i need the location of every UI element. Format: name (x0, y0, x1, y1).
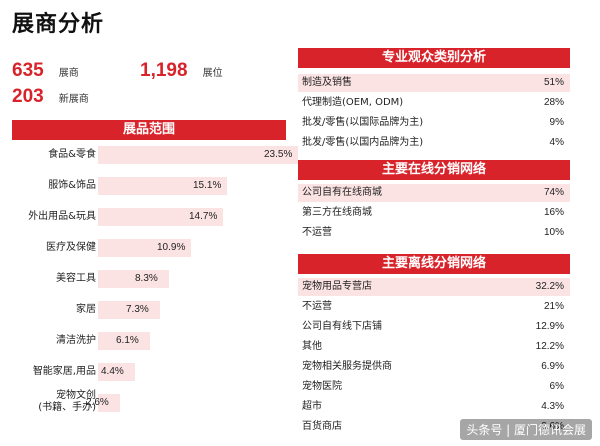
category-label: 外出用品&玩具 (28, 211, 96, 222)
row-value: 16% (543, 207, 564, 218)
stat-booths: 1,198 展位 (140, 60, 223, 82)
category-row: 医疗及保健 10.9% (14, 239, 286, 259)
row-value: 4.3% (541, 401, 564, 412)
category-label: 美容工具 (56, 273, 96, 284)
category-label: 清洁洗护 (56, 335, 96, 346)
category-value: 10.9% (157, 242, 186, 253)
category-value: 8.3% (135, 273, 158, 284)
category-bar (98, 301, 160, 319)
stat-label: 新展商 (58, 94, 89, 105)
table-row: 宠物医院 6% (298, 378, 570, 396)
row-label: 不运营 (302, 301, 332, 312)
category-row: 智能家居,用品 4.4% (14, 363, 286, 383)
category-label: 家居 (76, 304, 96, 315)
category-row: 家居 7.3% (14, 301, 286, 321)
page-title: 展商分析 (12, 12, 105, 37)
table-row: 代理制造(OEM, ODM) 28% (298, 94, 570, 112)
row-value: 4% (549, 137, 564, 148)
row-label: 不运营 (302, 227, 332, 238)
stat-label: 展商 (58, 68, 79, 79)
category-value: 14.7% (189, 211, 218, 222)
category-bar (98, 332, 150, 350)
row-value: 28% (543, 97, 564, 108)
table-row: 批发/零售(以国际品牌为主) 9% (298, 114, 570, 132)
row-value: 10% (543, 227, 564, 238)
category-label: 食品&零食 (48, 149, 96, 160)
table-row: 公司自有线下店铺 12.9% (298, 318, 570, 336)
categories-header: 展品范围 (12, 120, 286, 140)
category-label: 宠物文创 (书籍、手办) (38, 390, 96, 413)
row-value: 51% (543, 77, 564, 88)
row-label: 批发/零售(以国内品牌为主) (302, 137, 424, 148)
row-label: 其他 (302, 341, 322, 352)
row-value: 3.6% (541, 421, 564, 432)
category-bar (98, 146, 298, 164)
stat-exhibitors: 635 展商 (12, 60, 79, 82)
category-value: 15.1% (193, 180, 222, 191)
table-row: 公司自有在线商城 74% (298, 184, 570, 202)
category-row: 宠物文创 (书籍、手办) 2.6% (14, 390, 286, 414)
table-row: 超市 4.3% (298, 398, 570, 416)
stat-value: 635 (12, 60, 44, 81)
category-row: 美容工具 8.3% (14, 270, 286, 290)
row-value: 6.9% (541, 361, 564, 372)
category-bar (98, 239, 191, 257)
category-row: 食品&零食 23.5% (14, 146, 298, 166)
category-row: 清洁洗护 6.1% (14, 332, 286, 352)
category-value: 6.1% (116, 335, 139, 346)
row-label: 代理制造(OEM, ODM) (302, 97, 404, 108)
table-row: 宠物相关服务提供商 6.9% (298, 358, 570, 376)
row-label: 第三方在线商城 (302, 207, 372, 218)
category-bar (98, 270, 169, 288)
row-value: 12.9% (535, 321, 564, 332)
row-label: 批发/零售(以国际品牌为主) (302, 117, 424, 128)
row-label: 公司自有线下店铺 (302, 321, 382, 332)
table-row: 不运营 21% (298, 298, 570, 316)
table-row: 宠物用品专营店 32.2% (298, 278, 570, 296)
table-row: 第三方在线商城 16% (298, 204, 570, 222)
row-label: 宠物医院 (302, 381, 342, 392)
table-row: 制造及销售 51% (298, 74, 570, 92)
category-value: 7.3% (126, 304, 149, 315)
row-value: 12.2% (535, 341, 564, 352)
stat-new-exhibitors: 203 新展商 (12, 86, 89, 108)
watermark: 头条号 | 厦门德讯会展 (460, 419, 592, 440)
stat-label: 展位 (202, 68, 223, 79)
visitor-types-header: 专业观众类别分析 (298, 48, 570, 68)
category-value: 4.4% (101, 366, 124, 377)
category-bar (98, 363, 135, 381)
category-bar (98, 394, 120, 412)
row-label: 制造及销售 (302, 77, 352, 88)
category-row: 外出用品&玩具 14.7% (14, 208, 286, 228)
row-value: 74% (543, 187, 564, 198)
table-row: 百货商店 3.6% (298, 418, 570, 436)
category-value: 23.5% (264, 149, 293, 160)
category-label: 医疗及保健 (46, 242, 96, 253)
category-label: 智能家居,用品 (32, 366, 96, 377)
table-row: 不运营 10% (298, 224, 570, 242)
row-label: 宠物相关服务提供商 (302, 361, 392, 372)
row-value: 21% (543, 301, 564, 312)
category-value: 2.6% (86, 397, 109, 408)
row-value: 6% (549, 381, 564, 392)
category-label: 服饰&饰品 (48, 180, 96, 191)
stat-value: 203 (12, 86, 44, 107)
row-value: 32.2% (535, 281, 564, 292)
category-bar (98, 208, 223, 226)
row-value: 9% (549, 117, 564, 128)
table-row: 批发/零售(以国内品牌为主) 4% (298, 134, 570, 152)
row-label: 超市 (302, 401, 322, 412)
row-label: 百货商店 (302, 421, 342, 432)
stat-value: 1,198 (140, 60, 188, 81)
online-network-header: 主要在线分销网络 (298, 160, 570, 180)
row-label: 宠物用品专营店 (302, 281, 372, 292)
category-bar (98, 177, 227, 195)
category-row: 服饰&饰品 15.1% (14, 177, 286, 197)
offline-network-header: 主要离线分销网络 (298, 254, 570, 274)
row-label: 公司自有在线商城 (302, 187, 382, 198)
table-row: 其他 12.2% (298, 338, 570, 356)
